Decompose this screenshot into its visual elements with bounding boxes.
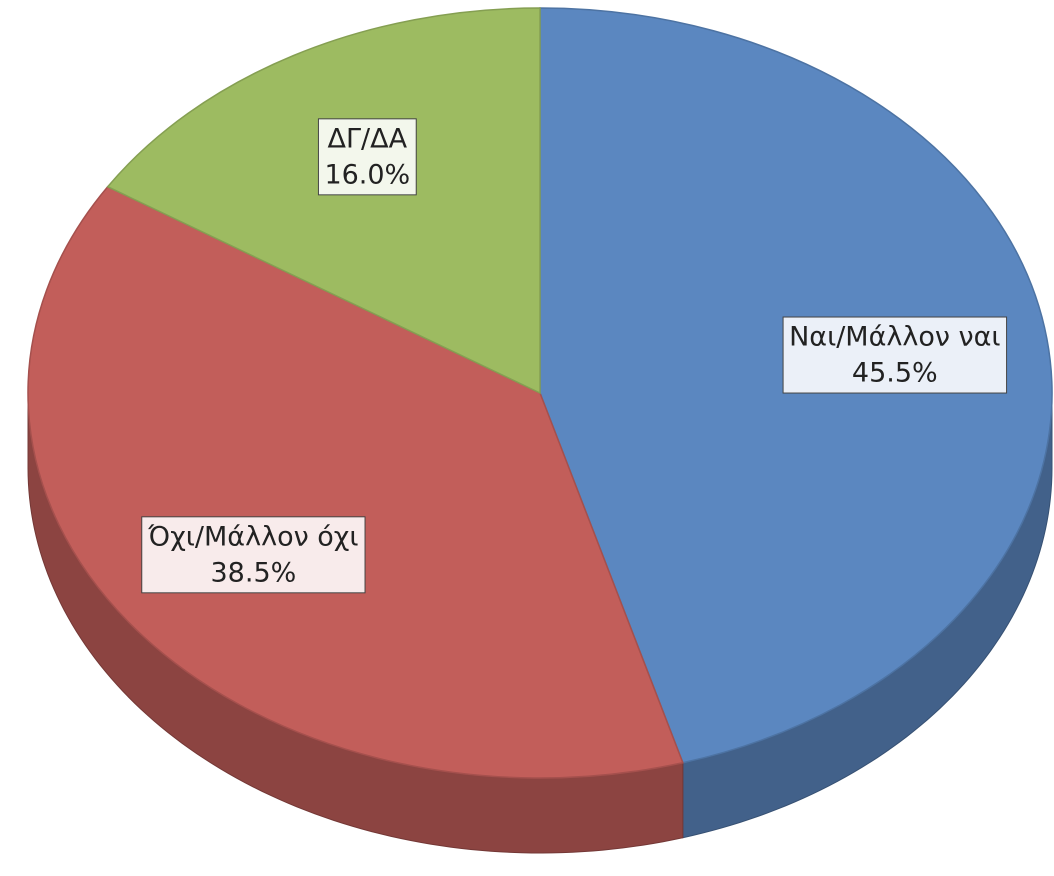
label-value: 45.5% <box>852 358 938 389</box>
label-box <box>141 516 366 594</box>
label-box <box>317 118 417 196</box>
slice <box>27 185 684 779</box>
data-label: ΔΓ/ΔΑ 16.0% <box>317 118 417 196</box>
label-category: ΔΓ/ΔΑ <box>328 123 408 154</box>
label-value: 38.5% <box>211 557 297 588</box>
label-category: Ναι/Μάλλον ναι <box>789 322 1000 353</box>
label-value: 16.0% <box>324 159 410 190</box>
data-label: Ναι/Μάλλον ναι 45.5% <box>782 316 1008 394</box>
label-category: Όχι/Μάλλον όχι <box>147 521 358 552</box>
label-box <box>782 316 1008 394</box>
slice <box>106 7 541 395</box>
data-label: Όχι/Μάλλον όχι 38.5% <box>141 516 366 594</box>
